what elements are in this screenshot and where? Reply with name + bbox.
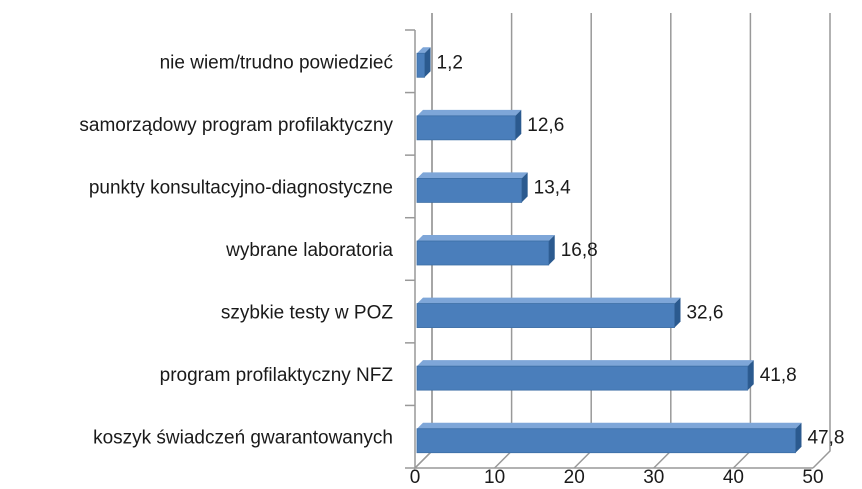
bar — [416, 172, 528, 203]
category-label: szybkie testy w POZ — [221, 303, 393, 324]
bar — [416, 109, 522, 141]
bar-top — [417, 109, 522, 116]
x-tick-label: 0 — [410, 467, 421, 484]
category-label: samorządowy program profilaktyczny — [79, 115, 393, 136]
x-tick-label: 10 — [484, 467, 505, 484]
bar — [416, 297, 681, 328]
category-label: wybrane laboratoria — [225, 240, 393, 261]
bar-top — [417, 422, 802, 429]
category-label: punkty konsultacyjno-diagnostyczne — [89, 177, 393, 198]
bar-top — [417, 360, 754, 367]
x-tick-label: 50 — [802, 467, 823, 484]
data-label: 32,6 — [686, 303, 723, 324]
data-label: 47,8 — [807, 428, 844, 449]
bar-side — [424, 47, 431, 78]
bar-front — [416, 178, 523, 203]
bar-front — [416, 240, 550, 266]
bar-front — [416, 52, 425, 78]
bar-side — [515, 109, 522, 140]
bar — [416, 235, 555, 266]
bar-front — [416, 303, 675, 328]
bar-side — [674, 297, 681, 328]
data-label: 12,6 — [527, 115, 564, 136]
data-label: 13,4 — [534, 177, 571, 198]
bar-side — [521, 172, 528, 203]
data-label: 1,2 — [437, 52, 463, 73]
bar — [416, 360, 754, 391]
x-tick-label: 30 — [643, 467, 664, 484]
bar-front — [416, 428, 796, 454]
data-label: 41,8 — [760, 365, 797, 386]
category-label: nie wiem/trudno powiedzieć — [160, 52, 393, 73]
data-label: 16,8 — [561, 240, 598, 261]
category-label: koszyk świadczeń gwarantowanych — [93, 428, 393, 449]
grid-line — [732, 13, 752, 469]
grid-line — [653, 13, 672, 469]
bar-top — [417, 47, 431, 54]
bar-top — [417, 172, 528, 179]
bar-side — [747, 360, 754, 391]
category-label: program profilaktyczny NFZ — [160, 365, 394, 386]
x-tick-label: 20 — [564, 467, 585, 484]
grid-line — [812, 13, 831, 469]
bar-front — [416, 115, 516, 141]
bar — [416, 47, 431, 78]
x-tick-label: 40 — [723, 467, 744, 484]
bar-side — [795, 422, 802, 453]
bar-top — [417, 297, 681, 304]
bar-front — [416, 365, 749, 391]
bar-top — [417, 235, 555, 241]
bar — [416, 422, 802, 454]
bar-side — [548, 235, 555, 265]
